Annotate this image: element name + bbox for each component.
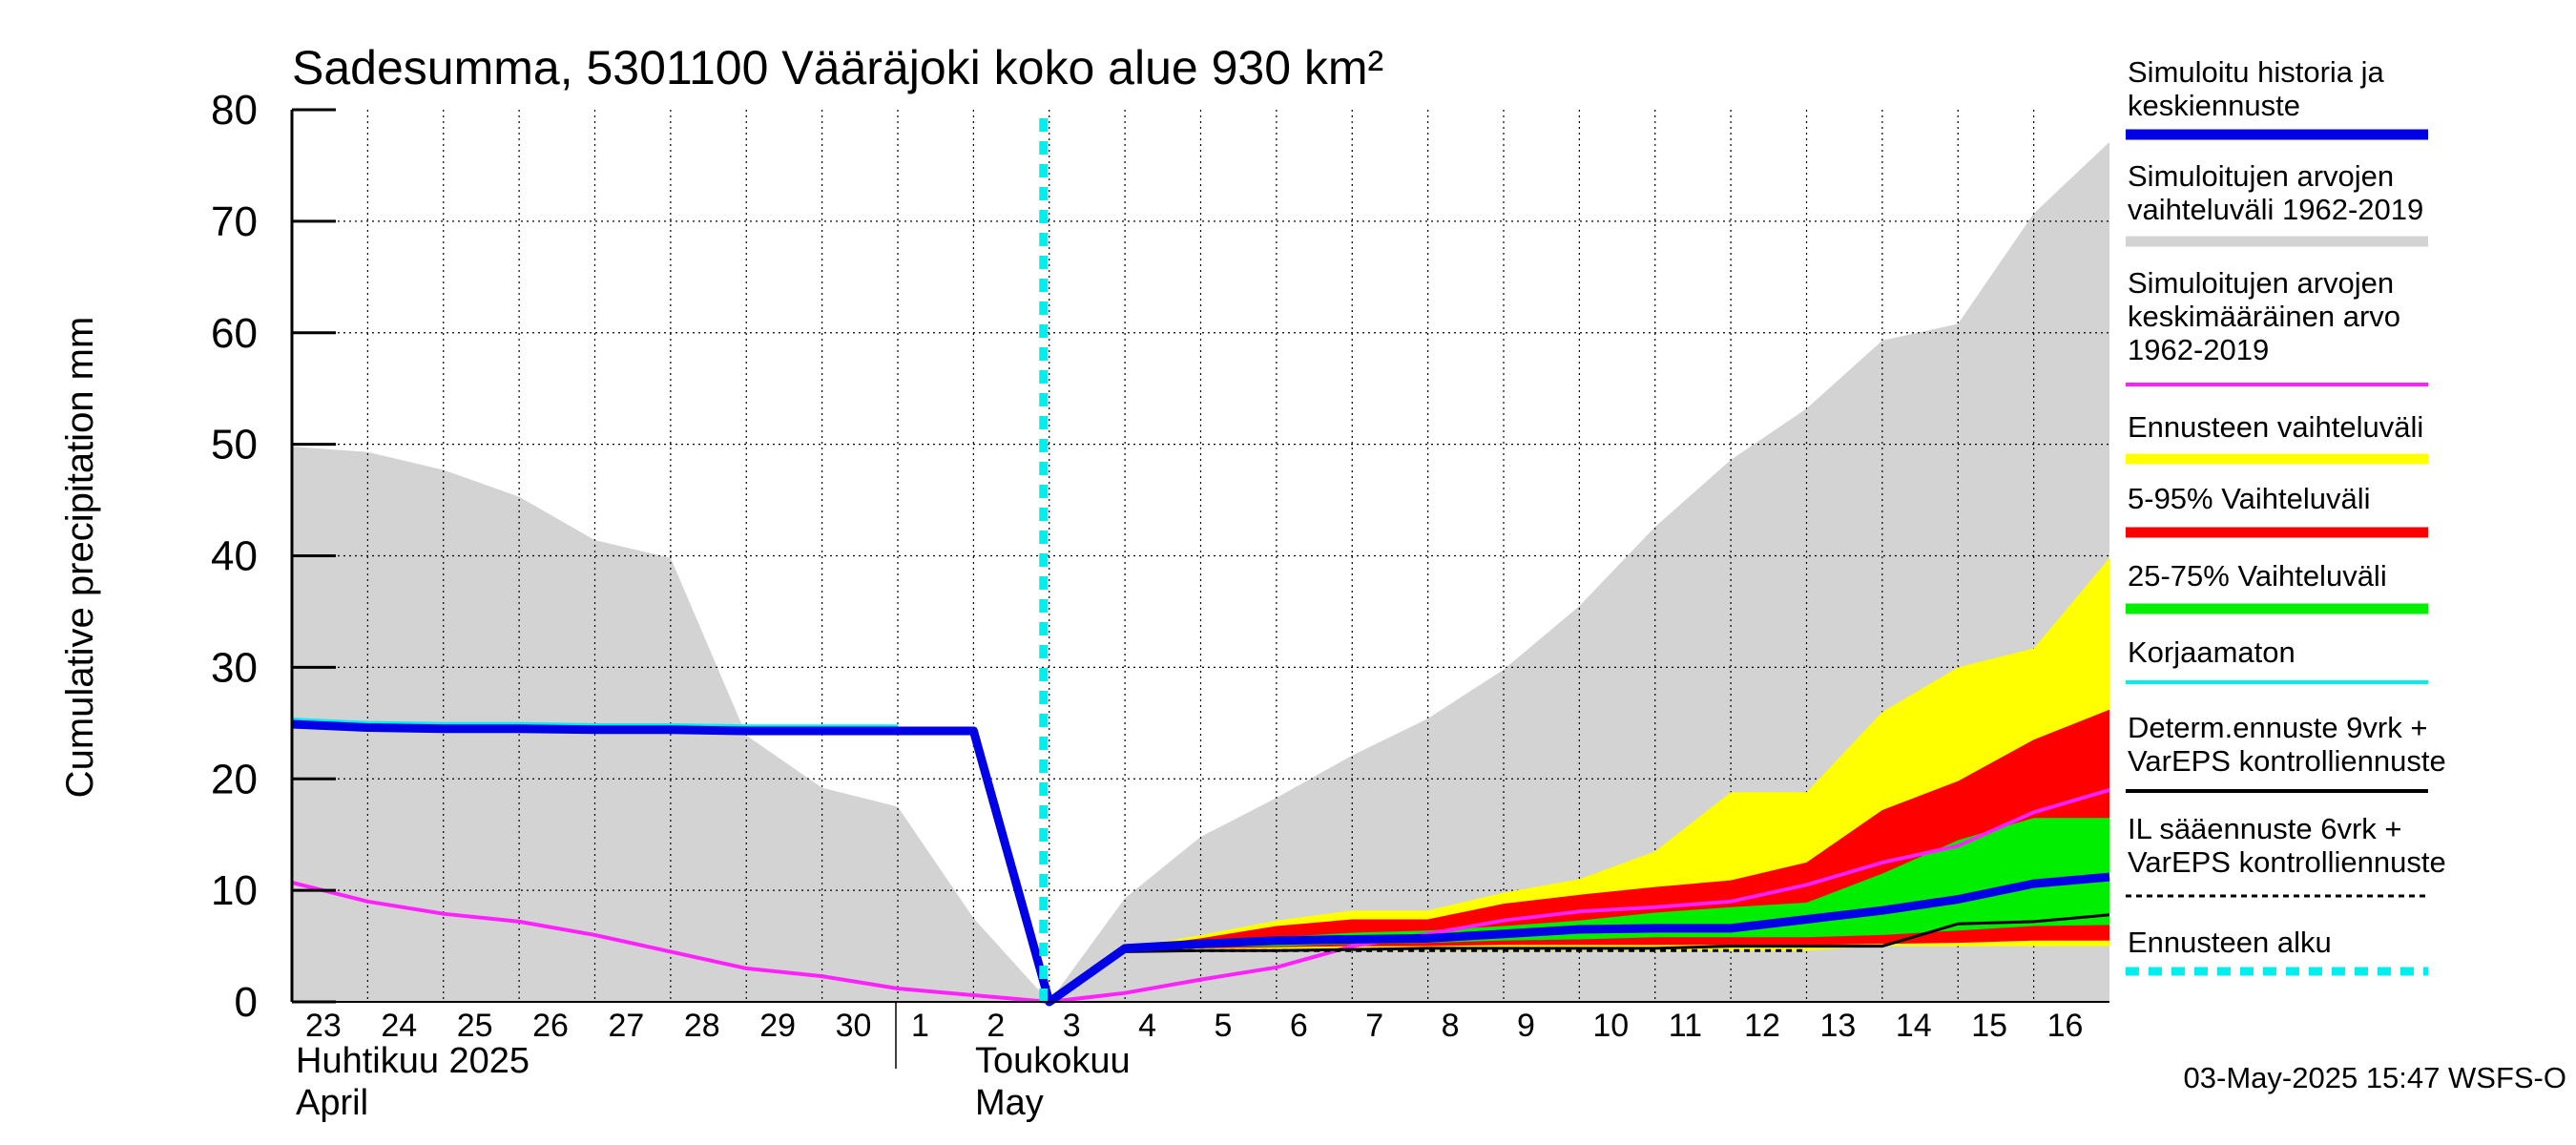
legend-label: VarEPS kontrolliennuste [2128, 845, 2446, 879]
x-tick-label: 6 [1290, 1008, 1308, 1044]
p25-75-band [1125, 818, 2109, 951]
x-tick-label: 25 [457, 1008, 493, 1044]
y-tick-label: 20 [211, 756, 258, 802]
x-tick-label: 5 [1215, 1008, 1233, 1044]
x-tick-label: 14 [1896, 1008, 1932, 1044]
deterministic-forecast-line [1125, 913, 2110, 953]
x-tick-label: 3 [1063, 1008, 1081, 1044]
x-tick-label: 4 [1138, 1008, 1156, 1044]
plot-area [291, 110, 2110, 1007]
legend-label: keskiennuste [2128, 89, 2300, 122]
x-tick-label: 30 [836, 1008, 872, 1044]
y-tick-label: 60 [211, 310, 258, 357]
legend-label: IL sääennuste 6vrk + [2128, 812, 2402, 845]
legend-label: Korjaamaton [2128, 635, 2296, 669]
legend-label: VarEPS kontrolliennuste [2128, 744, 2446, 778]
chart-title: Sadesumma, 5301100 Vääräjoki koko alue 9… [292, 41, 1383, 94]
legend-label: Simuloitujen arvojen [2128, 159, 2394, 193]
x-tick-label: 28 [684, 1008, 720, 1044]
x-tick-label: 10 [1592, 1008, 1629, 1044]
legend-label: Simuloitu historia ja [2128, 55, 2385, 89]
legend-label: keskimääräinen arvo [2128, 300, 2400, 333]
x-tick-label: 9 [1517, 1008, 1535, 1044]
legend-label: 5-95% Vaihteluväli [2128, 482, 2370, 515]
legend-label: vaihteluväli 1962-2019 [2128, 193, 2423, 226]
x-tick-label: 13 [1820, 1008, 1857, 1044]
legend-label: 25-75% Vaihteluväli [2128, 559, 2387, 593]
x-tick-label: 16 [2047, 1008, 2084, 1044]
legend-label: Ennusteen alku [2128, 926, 2332, 959]
x-tick-label: 12 [1744, 1008, 1780, 1044]
axes: 0 10 20 30 40 50 60 70 80 Cumulative precipitatio… [59, 87, 2109, 1123]
x-tick-label: 15 [1971, 1008, 2007, 1044]
x-tick-label: 8 [1442, 1008, 1460, 1044]
month-label-april-fi: Huhtikuu 2025 [296, 1041, 530, 1081]
y-tick-label: 50 [211, 422, 258, 468]
x-tick-label: 23 [305, 1008, 342, 1044]
historical-mean-line [291, 787, 2110, 1005]
y-axis-label: Cumulative precipitation mm [59, 317, 101, 799]
y-tick-label: 10 [211, 867, 258, 914]
y-tick-label: 80 [211, 87, 258, 134]
x-tick-label: 26 [532, 1008, 569, 1044]
month-label-may-en: May [975, 1083, 1044, 1123]
timestamp-label: 03-May-2025 15:47 WSFS-O [2184, 1061, 2566, 1094]
x-tick-label: 1 [911, 1008, 929, 1044]
y-tick-label: 0 [235, 979, 258, 1026]
x-tick-label: 29 [759, 1008, 796, 1044]
legend-label: Determ.ennuste 9vrk + [2128, 711, 2427, 744]
y-tick-label: 70 [211, 198, 258, 245]
legend-label: 1962-2019 [2128, 333, 2269, 366]
simulated-median-line [291, 719, 2110, 1007]
x-tick-label: 27 [609, 1008, 645, 1044]
x-tick-label: 2 [987, 1008, 1005, 1044]
legend-label: Simuloitujen arvojen [2128, 266, 2394, 300]
y-tick-label: 40 [211, 533, 258, 580]
x-tick-label: 11 [1669, 1008, 1702, 1044]
x-tick-label: 24 [381, 1008, 417, 1044]
y-tick-label: 30 [211, 644, 258, 691]
month-label-april-en: April [296, 1083, 368, 1123]
legend-label: Ennusteen vaihteluväli [2128, 410, 2423, 444]
month-label-may-fi: Toukokuu [975, 1041, 1131, 1081]
x-tick-label: 7 [1365, 1008, 1383, 1044]
